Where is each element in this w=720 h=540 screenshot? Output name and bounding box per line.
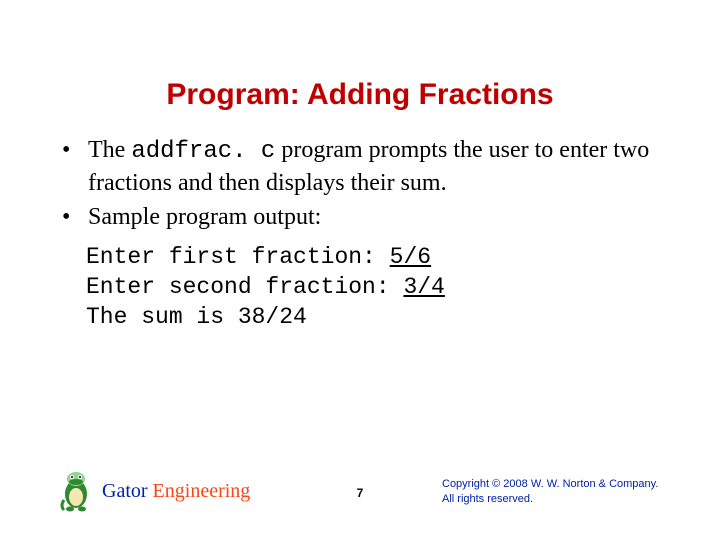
- bullet-marker: •: [60, 135, 88, 198]
- sample-prefix: Enter second fraction:: [86, 274, 403, 300]
- bullet-pre: The: [88, 137, 131, 163]
- sample-prefix: Enter first fraction:: [86, 244, 390, 270]
- slide-body: • The addfrac. c program prompts the use…: [60, 135, 660, 333]
- bullet-pre: Sample program output:: [88, 204, 321, 230]
- copyright-text: Copyright © 2008 W. W. Norton & Company.…: [442, 477, 672, 506]
- sample-user-input: 5/6: [390, 244, 431, 270]
- copyright-line-2: All rights reserved.: [442, 492, 672, 506]
- sample-line: Enter first fraction: 5/6: [86, 244, 431, 270]
- sample-line: The sum is 38/24: [86, 304, 307, 330]
- copyright-line-1: Copyright © 2008 W. W. Norton & Company.: [442, 477, 672, 491]
- bullet-code: addfrac. c: [131, 138, 275, 165]
- bullet-text: Sample program output:: [88, 202, 660, 233]
- bullet-item: • Sample program output:: [60, 202, 660, 233]
- bullet-text: The addfrac. c program prompts the user …: [88, 135, 660, 198]
- bullet-marker: •: [60, 202, 88, 233]
- sample-user-input: 3/4: [403, 274, 444, 300]
- slide-footer: Gator Engineering 7 Copyright © 2008 W. …: [0, 452, 720, 512]
- sample-prefix: The sum is 38/24: [86, 304, 307, 330]
- slide-title: Program: Adding Fractions: [0, 78, 720, 112]
- sample-output: Enter first fraction: 5/6 Enter second f…: [86, 243, 660, 333]
- bullet-item: • The addfrac. c program prompts the use…: [60, 135, 660, 198]
- sample-line: Enter second fraction: 3/4: [86, 274, 445, 300]
- slide: Program: Adding Fractions • The addfrac.…: [0, 0, 720, 540]
